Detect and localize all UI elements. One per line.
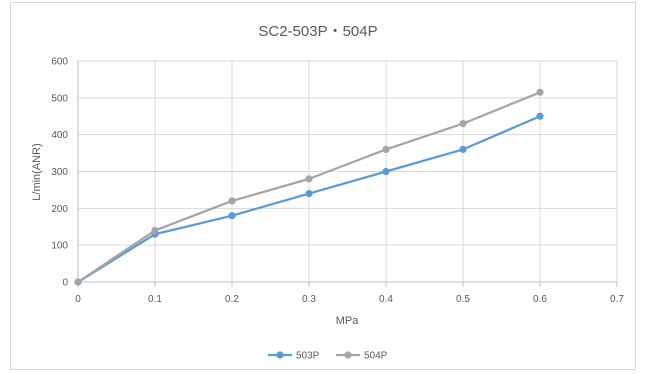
data-point-503p [459,145,467,153]
legend-label-503p: 503P [296,351,320,362]
data-point-504p [228,197,236,205]
x-tick-labels: 0 0.1 0.2 0.3 0.4 0.5 0.6 0.7 [75,294,624,305]
legend-marker-504p [344,351,352,359]
x-tick-label: 0.6 [533,294,547,305]
x-tick-label: 0.1 [148,294,162,305]
legend-marker-503p [276,351,284,359]
y-tick-label: 100 [51,241,68,252]
data-point-503p [536,112,544,120]
data-point-504p [459,120,467,128]
legend-label-504p: 504P [364,351,388,362]
data-point-503p [305,190,313,198]
y-tick-label: 600 [51,57,68,68]
chart-frame [10,2,636,370]
y-tick-label: 500 [51,93,68,104]
x-tick-label: 0.7 [610,294,624,305]
y-tick-label: 300 [51,167,68,178]
x-tick-label: 0.2 [225,294,239,305]
data-point-504p [151,226,159,235]
x-tick-label: 0 [75,294,81,305]
y-tick-label: 0 [62,278,68,289]
y-tick-label: 400 [51,130,68,141]
chart-title: SC2-503P・504P [258,23,377,40]
y-tick-labels: 0 100 200 300 400 500 600 [51,57,68,289]
data-point-504p [536,88,544,96]
data-point-504p [305,175,313,183]
y-axis-label: L/min(ANR) [31,143,43,200]
x-axis-label: MPa [336,315,360,327]
x-tick-label: 0.3 [302,294,316,305]
x-tick-label: 0.4 [379,294,393,305]
data-point-504p [74,278,82,286]
data-point-503p [228,212,236,220]
legend: 503P 504P [268,351,388,362]
y-tick-label: 200 [51,204,68,215]
data-point-504p [382,145,390,153]
x-tick-label: 0.5 [456,294,470,305]
data-point-503p [382,167,390,176]
series-group [74,88,544,286]
